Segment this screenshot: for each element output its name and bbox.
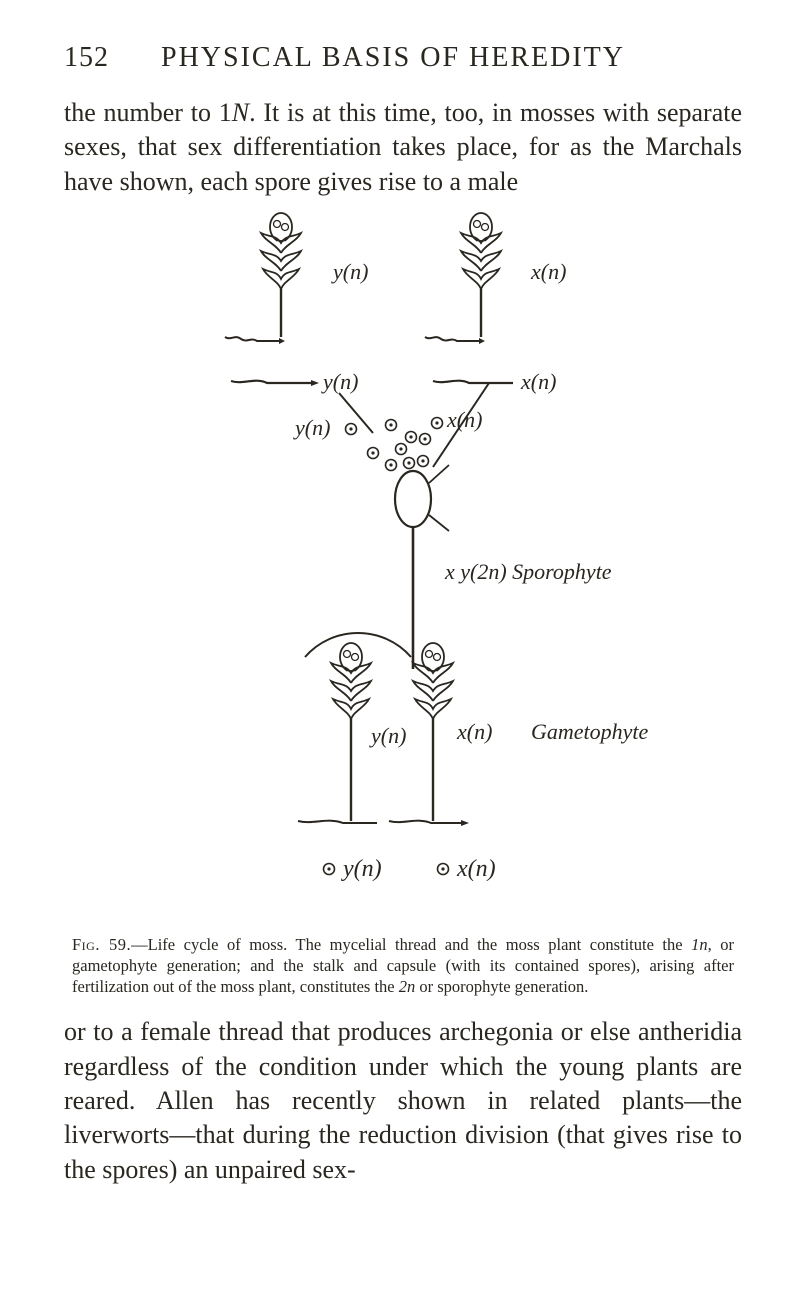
label-mid-left-yn2: y(n)	[293, 415, 330, 440]
page-number: 152	[64, 42, 109, 74]
paragraph-bottom: or to a female thread that produces arch…	[64, 1015, 742, 1187]
label-sporophyte: x y(2n) Sporophyte	[444, 559, 612, 584]
page-header: 152 PHYSICAL BASIS OF HEREDITY	[64, 42, 742, 74]
figure-59: y(n) x(n) y(n) x(n) y(n) x(n)	[133, 209, 673, 929]
label-bottom-left-yn: y(n)	[369, 723, 406, 748]
label-top-left-yn: y(n)	[331, 259, 368, 284]
caption-lead: Fig. 59.	[72, 935, 131, 954]
label-final-right: x(n)	[456, 856, 496, 882]
label-mid-right-xn: x(n)	[520, 369, 556, 394]
label-final-left: y(n)	[341, 856, 382, 882]
label-bottom-right-xn: x(n)	[456, 719, 492, 744]
label-mid-left-yn: y(n)	[321, 369, 358, 394]
paragraph-top: the number to 1N. It is at this time, to…	[64, 96, 742, 199]
label-mid-right-xn2: x(n)	[446, 407, 482, 432]
figure-caption: Fig. 59.—Life cycle of moss. The mycelia…	[72, 935, 734, 997]
label-gametophyte: Gametophyte	[531, 719, 649, 744]
running-title: PHYSICAL BASIS OF HEREDITY	[161, 42, 625, 74]
label-top-right-xn: x(n)	[530, 259, 566, 284]
